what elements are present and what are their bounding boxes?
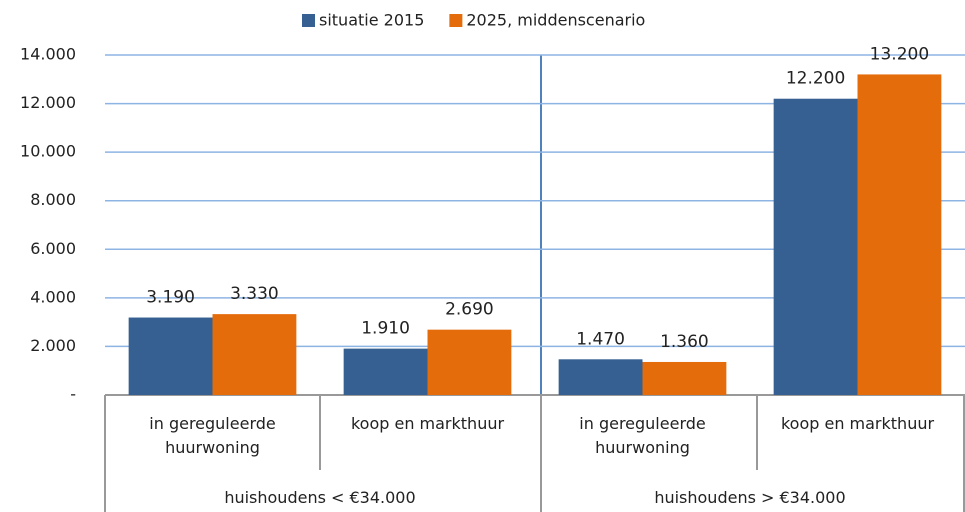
- bar: [773, 98, 858, 395]
- bar: [857, 74, 942, 395]
- bar: [343, 348, 428, 395]
- category-separators: [104, 395, 965, 512]
- bar: [427, 329, 512, 395]
- x-tick-label: koop en markthuur: [780, 414, 935, 433]
- y-tick-label: 8.000: [30, 190, 76, 209]
- y-tick-label: 6.000: [30, 239, 76, 258]
- x-tick-label: in gereguleerde huurwoning: [579, 414, 706, 457]
- group-label: huishoudens < €34.000: [224, 488, 416, 507]
- value-label: 1.470: [576, 329, 625, 349]
- value-label: 2.690: [445, 300, 494, 320]
- bar: [212, 314, 297, 395]
- value-label: 1.910: [361, 319, 410, 339]
- x-tick-label: in gereguleerde huurwoning: [149, 414, 276, 457]
- y-tick-label: 14.000: [20, 45, 76, 64]
- bar: [642, 361, 727, 395]
- value-label: 13.200: [870, 44, 929, 64]
- value-label: 1.360: [660, 332, 709, 352]
- y-tick-label: 2.000: [30, 336, 76, 355]
- legend-swatch: [449, 14, 463, 27]
- legend-label: 2025, middenscenario: [466, 11, 645, 30]
- bar: [558, 359, 643, 395]
- y-tick-label: -: [70, 385, 76, 404]
- legend-swatch: [302, 14, 315, 27]
- legend-label: situatie 2015: [319, 11, 424, 30]
- value-label: 12.200: [786, 69, 845, 89]
- x-tick-label: koop en markthuur: [350, 414, 505, 433]
- value-label: 3.330: [230, 284, 279, 304]
- value-label: 3.190: [146, 288, 195, 308]
- y-tick-label: 10.000: [20, 142, 76, 161]
- group-label: huishoudens > €34.000: [654, 488, 846, 507]
- y-tick-label: 4.000: [30, 287, 76, 306]
- y-tick-label: 12.000: [20, 93, 76, 112]
- bar: [128, 317, 213, 395]
